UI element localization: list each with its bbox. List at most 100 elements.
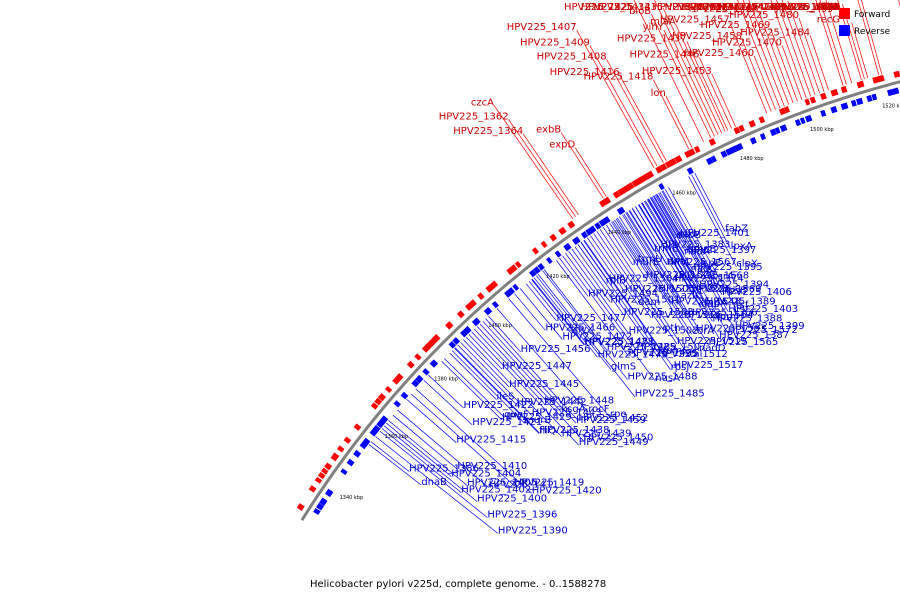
- reverse-gene-label: HPV225_1390: [498, 525, 568, 536]
- reverse-gene-label: HPV225_1448: [544, 396, 614, 407]
- forward-label-connector: [758, 11, 794, 104]
- reverse-gene-label: rnpA: [704, 298, 728, 309]
- reverse-label-connector: [479, 323, 562, 413]
- reverse-gene-label: dnaJ: [667, 257, 689, 268]
- forward-gene: [636, 176, 645, 185]
- forward-gene: [645, 170, 655, 179]
- reverse-gene-label: HPV225_1450: [583, 433, 653, 444]
- reverse-gene-label: dnaB: [421, 477, 447, 488]
- reverse-label-connector: [454, 347, 540, 434]
- reverse-label-connector: [568, 250, 629, 334]
- reverse-gene: [512, 283, 520, 291]
- reverse-gene-label: HPV225_1565: [708, 337, 778, 348]
- forward-gene-label: HPV225_1509: [770, 2, 840, 13]
- reverse-gene-label: thyX: [571, 325, 594, 336]
- reverse-gene-label: HPV225_1429: [502, 412, 572, 423]
- reverse-label-connector: [574, 246, 625, 316]
- forward-gene: [655, 165, 663, 174]
- reverse-gene: [705, 157, 714, 165]
- reverse-label-connector: [474, 328, 545, 404]
- forward-gene: [485, 284, 494, 293]
- forward-label-connector: [798, 17, 825, 93]
- reverse-gene: [508, 287, 516, 295]
- reverse-gene-label: HPV225_1516: [651, 310, 721, 321]
- reverse-label-connector: [614, 219, 700, 352]
- reverse-label-connector: [571, 248, 611, 303]
- reverse-label-connector: [612, 220, 659, 292]
- reverse-label-connector: [533, 277, 598, 358]
- reverse-gene-label: HPV225_1438: [540, 425, 610, 436]
- reverse-gene-label: nadA: [684, 246, 710, 257]
- forward-label-connector: [861, 0, 883, 75]
- reverse-gene: [411, 379, 420, 388]
- reverse-label-connector: [375, 436, 499, 534]
- forward-label-connector: [711, 73, 736, 127]
- forward-gene-label: bioB: [629, 6, 651, 17]
- forward-gene-label: HPV225_1446: [629, 50, 699, 61]
- reverse-gene-label: ung: [694, 282, 713, 293]
- reverse-label-connector: [514, 293, 546, 331]
- reverse-gene-label: HPV225_1397: [686, 245, 756, 256]
- reverse-gene-label: HPV225_1402: [461, 485, 531, 496]
- kbp-tick-label: 1340 kbp: [340, 495, 364, 501]
- reverse-label-connector: [383, 425, 478, 502]
- forward-gene: [674, 155, 683, 164]
- reverse-gene: [855, 97, 864, 106]
- forward-gene: [425, 340, 435, 349]
- forward-gene: [477, 292, 485, 300]
- forward-gene-label: HPV225_1524: [770, 2, 840, 13]
- reverse-gene-label: psd: [678, 229, 696, 240]
- forward-label-connector: [737, 0, 781, 109]
- forward-gene-label: HPV225_1499: [770, 2, 840, 13]
- reverse-gene: [598, 218, 607, 227]
- forward-label-connector: [815, 0, 844, 86]
- reverse-label-connector: [638, 204, 692, 293]
- reverse-gene-label: lpxA: [731, 241, 753, 252]
- reverse-gene-label: rpsJ: [671, 362, 690, 373]
- forward-gene: [856, 80, 865, 89]
- forward-gene: [445, 321, 454, 330]
- reverse-gene-label: HPV225_1395: [693, 262, 763, 273]
- forward-gene: [893, 70, 900, 78]
- reverse-gene-label: HPV225_1405: [467, 477, 537, 488]
- reverse-gene-label: HPV225_1554: [684, 310, 754, 321]
- reverse-label-connector: [593, 233, 652, 319]
- forward-label-connector: [619, 74, 667, 162]
- reverse-label-connector: [615, 218, 672, 305]
- reverse-label-connector: [644, 200, 717, 320]
- reverse-label-connector: [694, 172, 726, 232]
- label-connectors: [368, 0, 900, 534]
- reverse-label-connector: [602, 226, 690, 358]
- forward-gene-label: HPV225_1549: [770, 2, 840, 13]
- forward-gene: [733, 126, 741, 135]
- forward-label-connector: [650, 13, 712, 139]
- forward-gene-label: HPV225_1480: [729, 10, 799, 21]
- reverse-gene-label: HPV225_1502: [629, 326, 699, 337]
- reverse-label-connector: [520, 288, 563, 340]
- reverse-label-connector: [379, 430, 488, 518]
- reverse-gene: [491, 300, 499, 309]
- reverse-gene-label: HPV225_1507: [637, 342, 707, 353]
- reverse-gene: [313, 507, 321, 516]
- reverse-label-connector: [641, 202, 713, 322]
- reverse-label-connector: [641, 202, 705, 306]
- forward-gene-label: HPV225_1462: [652, 2, 722, 13]
- forward-gene: [464, 302, 474, 311]
- forward-gene-label: HPV225_1471: [683, 2, 753, 13]
- forward-gene-label: HPV225_1498: [766, 2, 836, 13]
- forward-gene: [598, 198, 608, 208]
- reverse-label-connector: [647, 198, 691, 272]
- reverse-label-connector: [471, 331, 579, 446]
- forward-gene: [406, 360, 415, 369]
- reverse-gene: [362, 437, 371, 445]
- reverse-gene: [594, 222, 602, 230]
- forward-gene: [506, 266, 515, 276]
- reverse-label-connector: [599, 229, 678, 345]
- reverse-label-connector: [381, 428, 462, 493]
- forward-gene: [330, 452, 340, 462]
- reverse-gene-label: HPV225_1517: [674, 360, 744, 371]
- reverse-label-connector: [451, 350, 525, 424]
- reverse-label-connector: [565, 253, 637, 351]
- forward-gene: [748, 119, 756, 128]
- reverse-gene-label: HPV225_1366: [688, 307, 758, 318]
